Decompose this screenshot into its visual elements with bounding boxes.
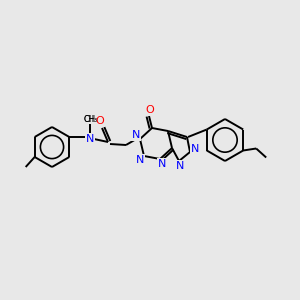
Text: N: N [158,159,166,169]
Text: N: N [86,134,94,144]
Text: N: N [132,130,140,140]
Text: N: N [86,134,94,144]
Text: N: N [176,161,184,171]
Text: N: N [136,155,144,165]
Text: O: O [146,105,154,115]
Text: N: N [191,144,199,154]
Text: CH₃: CH₃ [83,116,99,124]
Text: CH₃: CH₃ [84,115,98,124]
Text: O: O [96,116,104,126]
Text: N: N [132,130,140,140]
Text: N: N [136,155,144,165]
Text: O: O [146,105,154,115]
Text: N: N [158,159,166,169]
Text: O: O [96,116,104,126]
Text: N: N [191,144,199,154]
Text: N: N [176,161,184,171]
